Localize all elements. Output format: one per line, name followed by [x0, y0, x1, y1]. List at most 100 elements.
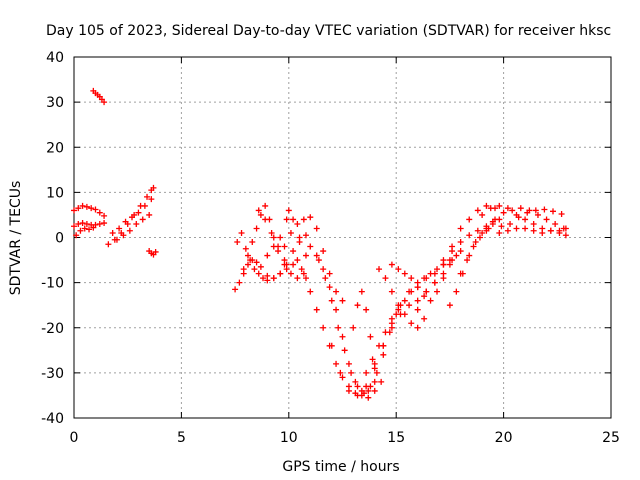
data-marks [71, 87, 569, 401]
data-point [363, 306, 370, 313]
data-series [146, 248, 159, 258]
y-tick-label: 20 [46, 140, 64, 156]
data-point [541, 206, 548, 213]
data-point [453, 252, 460, 259]
y-tick-label: -20 [41, 321, 64, 337]
data-point [287, 270, 294, 277]
data-point [264, 277, 271, 284]
data-point [421, 275, 428, 282]
data-point [320, 324, 327, 331]
data-series [264, 207, 309, 259]
data-point [105, 241, 112, 248]
x-tick-label: 20 [495, 430, 513, 446]
data-point [496, 229, 503, 236]
data-point [253, 259, 260, 266]
data-point [453, 288, 460, 295]
data-series [113, 211, 153, 243]
data-point [474, 227, 481, 234]
x-tick-label: 25 [602, 430, 620, 446]
data-point [427, 297, 434, 304]
data-point [373, 369, 380, 376]
data-point [251, 266, 258, 273]
data-point [244, 252, 251, 259]
data-point [382, 275, 389, 282]
data-point [313, 225, 320, 232]
data-point [524, 209, 531, 216]
data-point [421, 293, 428, 300]
data-point [255, 270, 262, 277]
data-series [307, 243, 385, 401]
data-point [496, 202, 503, 209]
data-point [378, 378, 385, 385]
data-point [388, 324, 395, 331]
data-point [354, 302, 361, 309]
data-point [539, 229, 546, 236]
data-point [345, 387, 352, 394]
data-point [283, 216, 290, 223]
data-point [302, 232, 309, 239]
data-point [449, 243, 456, 250]
data-series [483, 205, 567, 232]
data-point [109, 229, 116, 236]
data-point [365, 387, 372, 394]
data-point [270, 243, 277, 250]
data-point [472, 239, 479, 246]
data-point [281, 243, 288, 250]
data-point [500, 209, 507, 216]
data-point [281, 257, 288, 264]
data-point [335, 324, 342, 331]
data-point [298, 266, 305, 273]
data-point [401, 270, 408, 277]
data-point [431, 279, 438, 286]
data-point [367, 333, 374, 340]
data-point [320, 266, 327, 273]
data-point [376, 266, 383, 273]
data-point [440, 275, 447, 282]
data-series [363, 257, 453, 376]
data-point [326, 270, 333, 277]
data-point [352, 378, 359, 385]
data-series [73, 224, 97, 239]
data-point [152, 248, 159, 255]
x-tick-label: 15 [387, 430, 405, 446]
y-tick-label: 40 [46, 50, 64, 66]
data-point [530, 227, 537, 234]
data-point [257, 263, 264, 270]
data-point [302, 275, 309, 282]
data-series [350, 288, 374, 340]
data-point [530, 220, 537, 227]
data-point [257, 211, 264, 218]
data-point [339, 374, 346, 381]
data-point [408, 288, 415, 295]
data-point [371, 360, 378, 367]
grid [74, 57, 611, 418]
data-series [71, 202, 108, 219]
data-point [128, 214, 135, 221]
data-point [556, 229, 563, 236]
data-point [73, 232, 80, 239]
data-point [434, 266, 441, 273]
data-point [255, 207, 262, 214]
data-point [247, 257, 254, 264]
data-point [313, 306, 320, 313]
data-point [277, 234, 284, 241]
data-point [113, 236, 120, 243]
data-point [382, 329, 389, 336]
data-point [240, 266, 247, 273]
data-point [244, 261, 251, 268]
data-point [414, 284, 421, 291]
data-point [270, 234, 277, 241]
data-point [337, 369, 344, 376]
data-point [101, 212, 108, 219]
data-point [466, 252, 473, 259]
data-point [71, 207, 77, 214]
y-tick-label: 10 [46, 185, 64, 201]
data-point [509, 207, 516, 214]
y-axis-label: SDTVAR / TECUs [8, 181, 24, 296]
data-point [354, 383, 361, 390]
axis-ticks: 0 5 10 15 20 25 -40 -30 -20 -10 0 10 20 30 40 [41, 50, 620, 446]
data-point [483, 225, 490, 232]
data-point [532, 207, 539, 214]
data-point [365, 394, 372, 401]
